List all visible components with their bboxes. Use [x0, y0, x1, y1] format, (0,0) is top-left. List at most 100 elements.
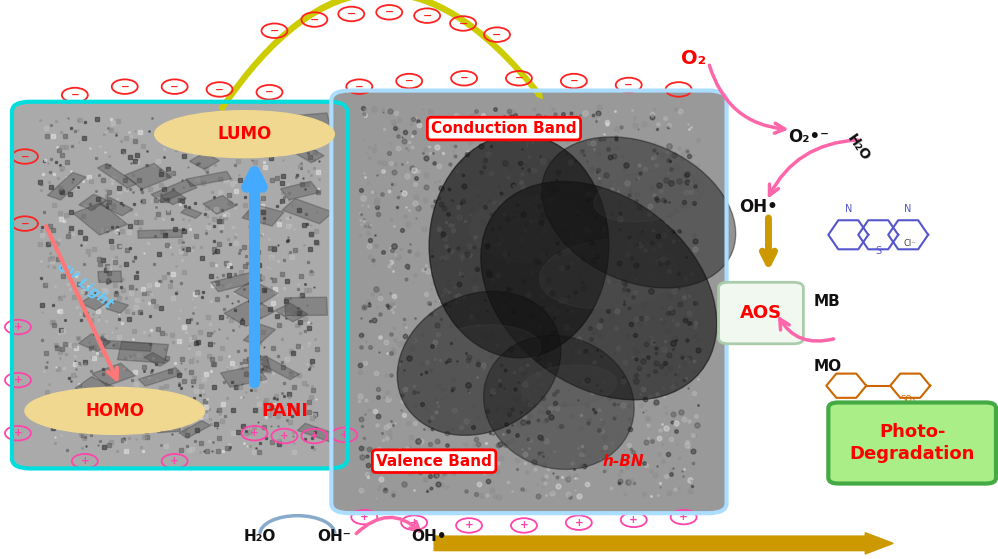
- Bar: [179, 420, 211, 438]
- Text: −: −: [269, 26, 279, 36]
- Text: S: S: [875, 247, 881, 257]
- Bar: [247, 356, 270, 373]
- Bar: [118, 342, 169, 363]
- Text: +: +: [250, 428, 258, 438]
- Bar: [221, 365, 266, 387]
- Bar: [92, 363, 136, 386]
- Text: MO: MO: [813, 359, 841, 373]
- Bar: [73, 202, 128, 235]
- Text: +: +: [360, 512, 368, 522]
- Text: Photo-
Degradation: Photo- Degradation: [849, 423, 975, 463]
- FancyBboxPatch shape: [719, 282, 803, 344]
- Text: Cl⁻: Cl⁻: [903, 239, 916, 248]
- Text: H₂O: H₂O: [844, 132, 872, 164]
- Text: O₂: O₂: [681, 49, 707, 68]
- Ellipse shape: [25, 387, 205, 434]
- Text: OH•: OH•: [411, 529, 447, 544]
- Bar: [98, 164, 137, 188]
- Bar: [243, 204, 283, 226]
- Text: OH•: OH•: [740, 198, 777, 216]
- Text: −: −: [21, 151, 29, 162]
- FancyBboxPatch shape: [828, 402, 996, 484]
- Bar: [187, 172, 232, 187]
- Ellipse shape: [484, 335, 634, 470]
- Text: h-BN: h-BN: [603, 454, 645, 468]
- Text: N: N: [904, 205, 912, 215]
- Bar: [81, 295, 108, 310]
- Text: −: −: [171, 82, 179, 92]
- Ellipse shape: [521, 365, 617, 406]
- Text: +: +: [171, 456, 179, 466]
- FancyBboxPatch shape: [12, 102, 347, 468]
- Bar: [244, 324, 275, 345]
- Bar: [181, 207, 202, 219]
- Bar: [284, 297, 327, 316]
- Text: −: −: [71, 90, 79, 100]
- Text: −: −: [21, 219, 29, 229]
- Text: AOS: AOS: [740, 304, 782, 322]
- Text: UV Light: UV Light: [54, 259, 116, 311]
- Bar: [290, 113, 331, 132]
- Bar: [139, 368, 183, 386]
- Text: Conduction Band: Conduction Band: [431, 121, 577, 136]
- Text: LUMO: LUMO: [218, 125, 271, 143]
- Text: +: +: [14, 322, 22, 332]
- Bar: [79, 334, 111, 352]
- Text: PANI: PANI: [260, 402, 308, 420]
- Text: +: +: [340, 430, 348, 440]
- Bar: [151, 179, 198, 202]
- Ellipse shape: [594, 169, 704, 222]
- Text: −: −: [515, 73, 523, 83]
- Bar: [98, 271, 122, 282]
- Ellipse shape: [542, 137, 736, 288]
- Text: −: −: [121, 82, 129, 92]
- Bar: [160, 190, 187, 205]
- Ellipse shape: [481, 182, 717, 400]
- Text: −: −: [422, 11, 432, 21]
- Bar: [280, 181, 319, 200]
- Bar: [100, 198, 133, 216]
- Text: HOMO: HOMO: [86, 402, 144, 420]
- Text: +: +: [81, 456, 89, 466]
- FancyArrow shape: [434, 533, 893, 554]
- Bar: [203, 196, 237, 214]
- Text: +: +: [680, 512, 688, 522]
- Text: +: +: [280, 431, 288, 441]
- Bar: [190, 153, 220, 169]
- Bar: [144, 353, 169, 366]
- Text: −: −: [625, 80, 633, 90]
- Text: +: +: [630, 515, 638, 525]
- Ellipse shape: [539, 239, 679, 309]
- Ellipse shape: [437, 325, 541, 368]
- Text: +: +: [575, 518, 583, 528]
- Bar: [138, 230, 183, 238]
- Bar: [275, 303, 308, 322]
- Text: −: −: [675, 84, 683, 94]
- Bar: [297, 423, 339, 442]
- Bar: [234, 281, 278, 305]
- Text: −: −: [405, 76, 413, 86]
- Ellipse shape: [397, 291, 561, 435]
- Text: −: −: [216, 84, 224, 94]
- Text: H₂O: H₂O: [244, 529, 275, 544]
- Bar: [102, 340, 152, 352]
- Bar: [282, 198, 333, 224]
- Text: OH⁻: OH⁻: [317, 529, 351, 544]
- FancyBboxPatch shape: [331, 91, 727, 513]
- Text: MB: MB: [813, 295, 840, 309]
- Text: +: +: [14, 375, 22, 385]
- Bar: [256, 356, 299, 380]
- Text: +: +: [310, 431, 318, 441]
- Text: −: −: [384, 7, 394, 17]
- Bar: [79, 194, 107, 211]
- Bar: [125, 163, 172, 189]
- Text: O₂•⁻: O₂•⁻: [788, 128, 829, 146]
- Text: −: −: [309, 15, 319, 25]
- Text: −: −: [492, 30, 502, 40]
- Bar: [225, 299, 274, 326]
- Text: +: +: [465, 520, 473, 530]
- Text: −: −: [355, 82, 363, 92]
- Text: +: +: [14, 428, 22, 438]
- Bar: [290, 144, 324, 163]
- Ellipse shape: [470, 196, 588, 263]
